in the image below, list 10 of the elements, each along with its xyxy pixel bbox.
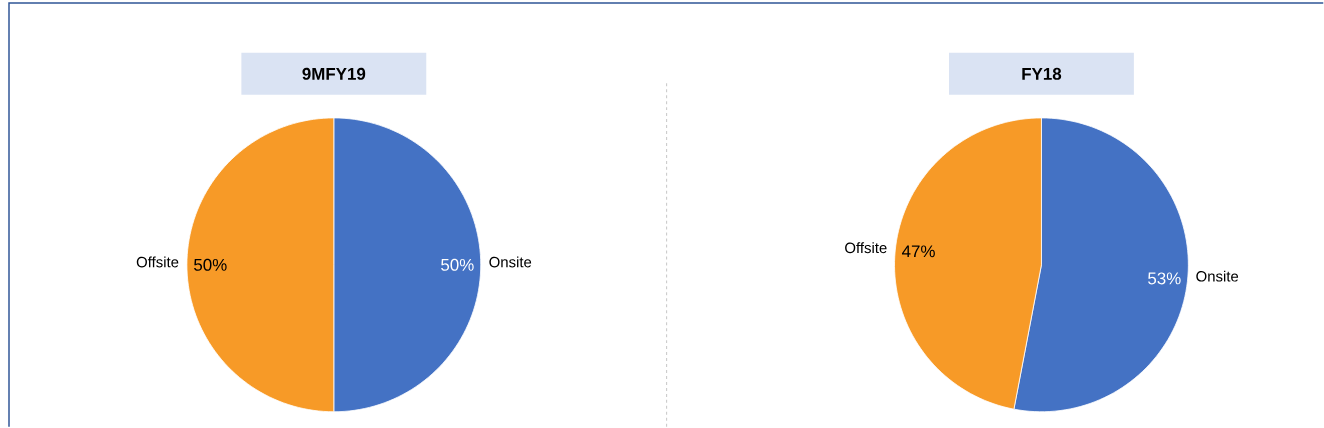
- data-label: 50%: [194, 259, 227, 272]
- data-label: 53%: [1148, 272, 1181, 285]
- data-label: 47%: [901, 245, 935, 258]
- chart-title: 9MFY19: [302, 68, 366, 81]
- chart-title: FY18: [1022, 68, 1062, 81]
- data-label: 50%: [441, 259, 474, 272]
- slice-label: Onsite: [1196, 270, 1239, 282]
- slice-label: Offsite: [845, 242, 887, 254]
- slice-label: Offsite: [136, 256, 179, 268]
- slice-label: Onsite: [489, 256, 532, 268]
